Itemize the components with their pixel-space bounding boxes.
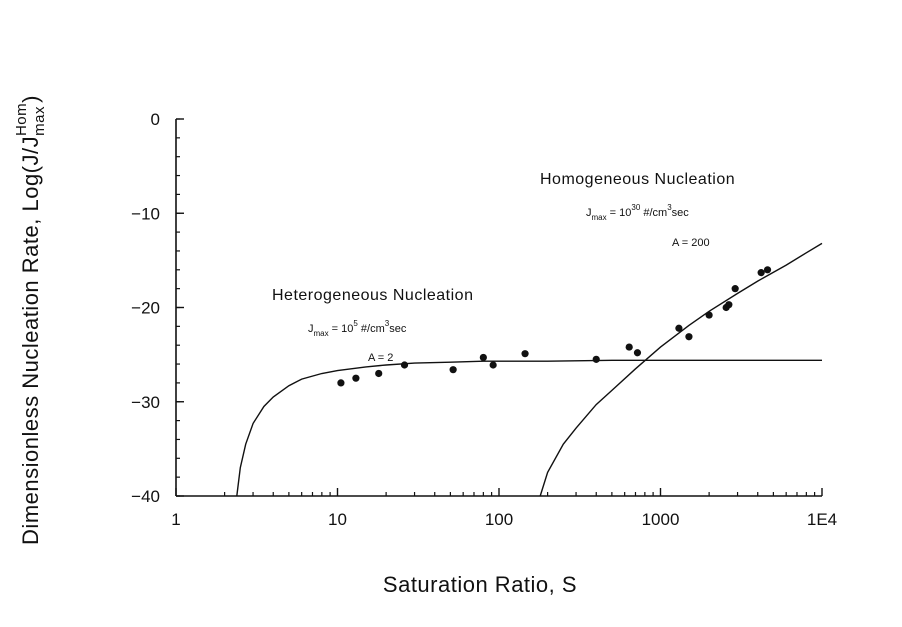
heterogeneous-a-value: A = 2 (368, 352, 393, 364)
homogeneous-jmax: Jmax = 1030 #/cm3sec (586, 203, 689, 222)
data-point (400, 361, 409, 369)
annotation-heterogeneous: Heterogeneous Nucleation Jmax = 105 #/cm… (272, 287, 473, 364)
data-point (489, 361, 497, 369)
data-points (337, 266, 772, 387)
curve-heterogeneous (236, 359, 822, 497)
axis-ticks (175, 118, 823, 497)
data-point (521, 350, 529, 358)
data-point (685, 333, 693, 341)
x-tick-label: 10 (328, 510, 347, 529)
y-axis-title-close: ) (18, 95, 43, 103)
y-axis-title: Dimensionless Nucleation Rate, Log(J/Jma… (13, 95, 48, 545)
annotation-homogeneous: Homogeneous Nucleation Jmax = 1030 #/cm3… (540, 171, 735, 249)
data-point (337, 379, 345, 387)
data-point (592, 355, 600, 363)
tick-labels: 1 10 100 1000 1E4 0 −10 −20 −30 −40 (131, 110, 837, 529)
data-point (352, 374, 360, 382)
heterogeneous-jmax: Jmax = 105 #/cm3sec (308, 319, 407, 338)
y-tick-label: −30 (131, 393, 160, 412)
y-tick-label: −40 (131, 487, 160, 506)
homogeneous-title: Homogeneous Nucleation (540, 171, 735, 188)
y-axis-title-main: Dimensionless Nucleation Rate, Log(J/J (18, 136, 43, 545)
y-axis-title-superscript: Hom (13, 103, 30, 136)
data-point (757, 269, 765, 277)
data-point (449, 366, 457, 374)
y-tick-label: 0 (151, 110, 160, 129)
data-point (625, 343, 633, 351)
y-tick-label: −10 (131, 204, 160, 223)
y-tick-label: −20 (131, 299, 160, 318)
data-point (725, 301, 733, 309)
x-axis-title: Saturation Ratio, S (383, 572, 577, 597)
data-point (633, 349, 642, 357)
y-axis-title-subscript: max (31, 106, 48, 136)
x-tick-label: 1E4 (807, 510, 837, 529)
x-tick-label: 100 (485, 510, 513, 529)
data-point (675, 324, 683, 332)
data-point (731, 285, 739, 293)
x-tick-label: 1 (171, 510, 180, 529)
data-point (705, 311, 713, 319)
x-tick-label: 1000 (642, 510, 680, 529)
data-point (375, 369, 383, 378)
data-point (763, 266, 772, 274)
curve-homogeneous (539, 242, 823, 497)
heterogeneous-title: Heterogeneous Nucleation (272, 287, 473, 304)
homogeneous-a-value: A = 200 (672, 237, 710, 249)
series-lines (236, 242, 823, 497)
data-point (479, 353, 487, 362)
